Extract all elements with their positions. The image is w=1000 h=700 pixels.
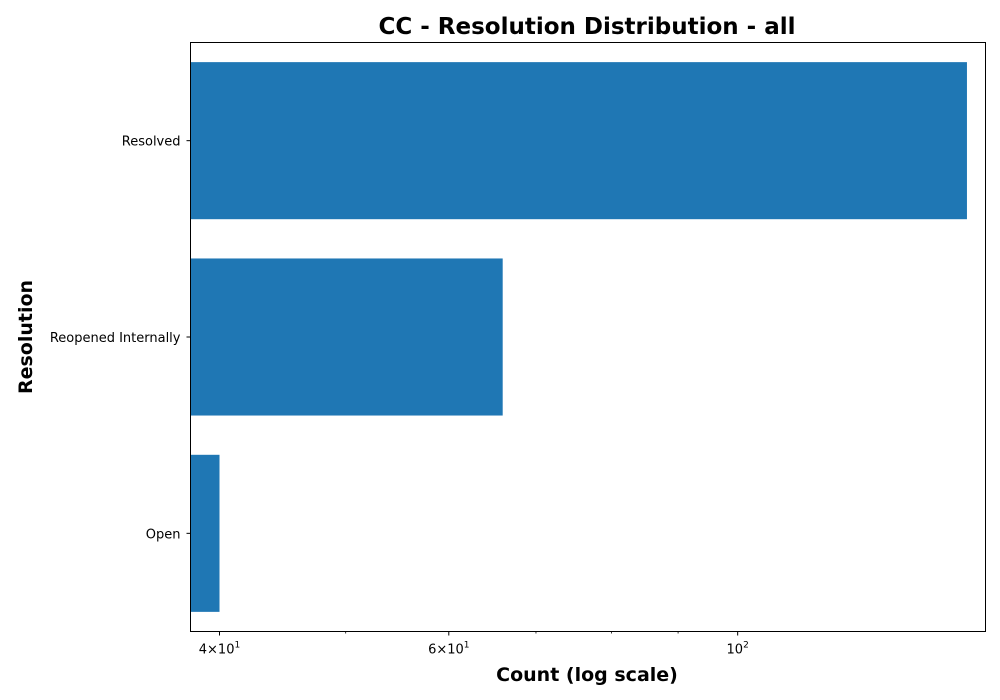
x-tick-exponent: 2 [743, 641, 749, 651]
plot-frame [190, 42, 986, 632]
x-axis-ticks: 4×101 6×101 102 [199, 631, 749, 658]
bar-open [190, 454, 220, 612]
x-tick-label: 6×101 [428, 641, 469, 658]
y-tick-label: Reopened Internally [50, 331, 181, 346]
x-tick-exponent: 1 [234, 641, 240, 651]
chart-title: CC - Resolution Distribution - all [378, 14, 795, 40]
bar-reopened-internally [190, 258, 503, 416]
y-axis-label: Resolution [15, 280, 37, 394]
x-tick-label: 102 [727, 641, 749, 658]
y-tick-label: Open [146, 527, 181, 542]
bar-resolved [190, 62, 967, 220]
x-tick-base: 10 [727, 643, 744, 658]
x-tick-label: 4×101 [199, 641, 240, 658]
y-axis-ticks: Resolved Reopened Internally Open [50, 135, 191, 542]
y-tick-label: Resolved [122, 135, 181, 150]
x-tick-exponent: 1 [464, 641, 470, 651]
x-tick-base: 4×10 [199, 643, 235, 658]
bar-group [190, 62, 967, 612]
x-axis-label: Count (log scale) [496, 664, 678, 686]
x-tick-base: 6×10 [428, 643, 464, 658]
